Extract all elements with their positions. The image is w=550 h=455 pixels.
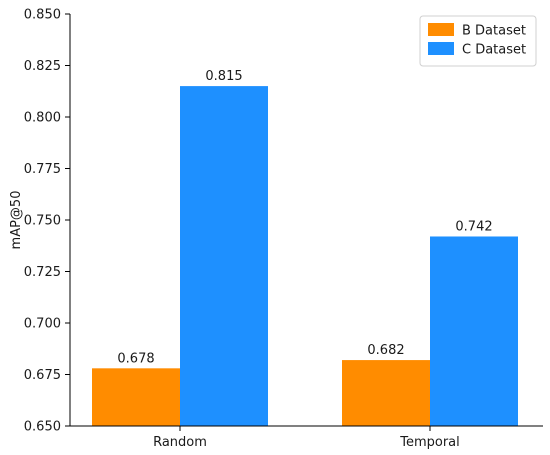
y-tick-label: 0.800 xyxy=(24,111,61,126)
data-label: 0.678 xyxy=(117,351,154,366)
bar-b-dataset-temporal xyxy=(342,360,430,426)
data-label: 0.742 xyxy=(455,219,492,234)
legend-swatch-b-dataset xyxy=(428,23,454,36)
legend-swatch-c-dataset xyxy=(428,42,454,55)
y-tick-label: 0.775 xyxy=(24,162,61,177)
y-tick-label: 0.650 xyxy=(24,420,61,435)
y-axis-ticks: 0.650 0.675 0.700 0.725 0.750 0.775 0.800 0.825… xyxy=(24,8,70,435)
x-tick-label: Temporal xyxy=(399,435,460,450)
data-labels: 0.678 0.815 0.682 0.742 xyxy=(117,69,492,366)
legend-label-b-dataset: B Dataset xyxy=(462,24,526,39)
data-label: 0.815 xyxy=(205,69,242,84)
legend: B Dataset C Dataset xyxy=(419,15,537,67)
y-tick-label: 0.750 xyxy=(24,214,61,229)
y-axis-label: mAP@50 xyxy=(9,191,24,250)
bar-b-dataset-random xyxy=(92,368,180,426)
x-axis-ticks: Random Temporal xyxy=(153,426,460,450)
bar-c-dataset-random xyxy=(180,86,268,426)
y-tick-label: 0.850 xyxy=(24,8,61,23)
y-tick-label: 0.700 xyxy=(24,317,61,332)
x-tick-label: Random xyxy=(153,435,207,450)
bars xyxy=(92,86,518,426)
data-label: 0.682 xyxy=(367,343,404,358)
legend-label-c-dataset: C Dataset xyxy=(462,43,526,58)
y-tick-label: 0.725 xyxy=(24,265,61,280)
y-tick-label: 0.825 xyxy=(24,59,61,74)
bar-c-dataset-temporal xyxy=(430,236,518,426)
y-tick-label: 0.675 xyxy=(24,368,61,383)
